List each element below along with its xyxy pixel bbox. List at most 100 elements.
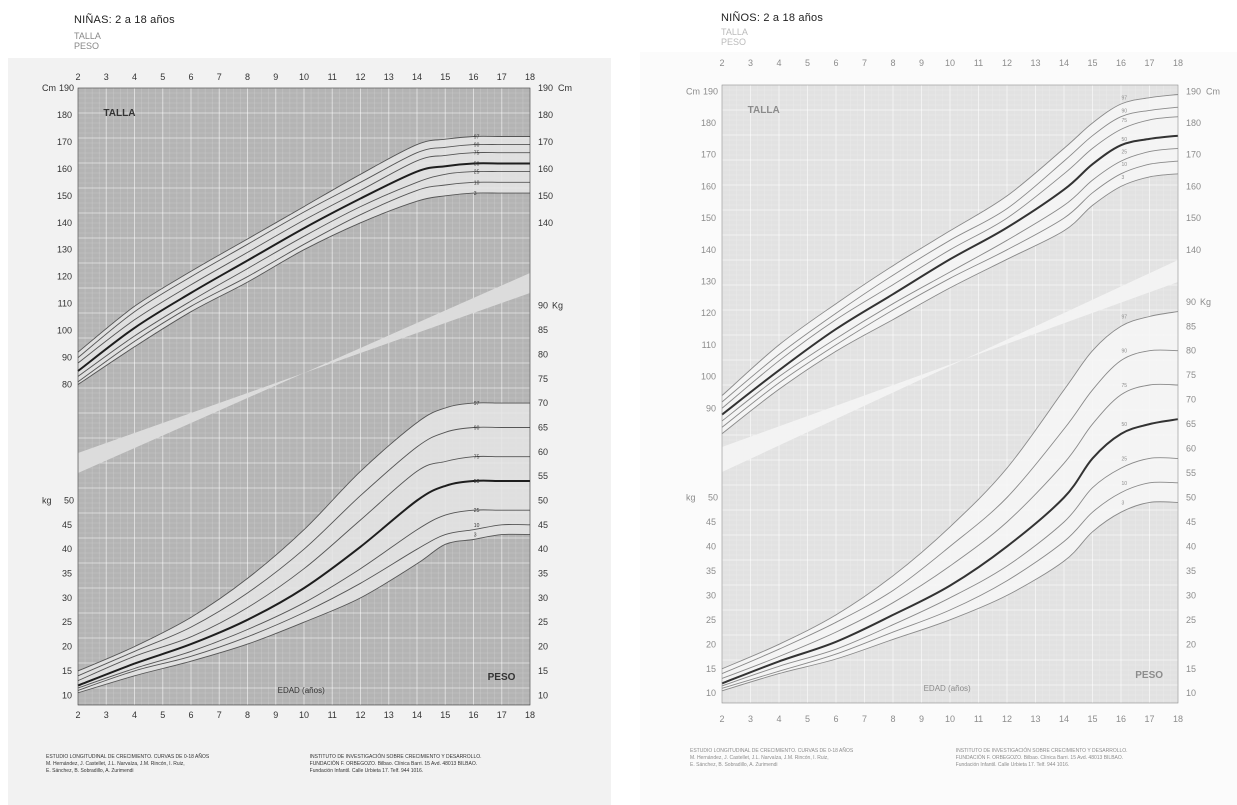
boys-height-p3-line — [721, 173, 1179, 435]
boys-weight-p75-label: 75 — [1122, 383, 1128, 389]
boys-xtick-top-2: 2 — [719, 58, 724, 68]
girls-frame — [77, 87, 531, 706]
girls-weight-tick-left-40: 40 — [62, 544, 72, 554]
boys-xtick-bottom-2: 2 — [719, 714, 724, 724]
girls-xtick-top-12: 12 — [355, 72, 365, 82]
girls-height-tick-right-150: 150 — [538, 191, 553, 201]
boys-xtick-bottom-13: 13 — [1030, 714, 1040, 724]
boys-weight-p90-label: 90 — [1122, 349, 1128, 355]
boys-weight-tick-right-65: 65 — [1186, 419, 1196, 429]
girls-footer-left-1: M. Hernández, J. Castellet, J.L. Narvaíz… — [46, 761, 185, 767]
boys-height-band — [722, 94, 1178, 434]
boys-height-tick-left-120: 120 — [701, 308, 716, 318]
girls-weight-p50-line — [77, 479, 530, 687]
boys-height-curves: 97 90 75 50 25 10 3 — [721, 94, 1179, 435]
boys-height-tick-right-160: 160 — [1186, 181, 1201, 191]
boys-weight-tick-right-20: 20 — [1186, 639, 1196, 649]
boys-height-unit-left: Cm — [686, 86, 700, 96]
boys-xtick-top-9: 9 — [919, 58, 924, 68]
boys-xtick-top-18: 18 — [1173, 58, 1183, 68]
boys-weight-p97-label: 97 — [1122, 315, 1128, 321]
boys-weight-tick-right-90: 90 — [1186, 297, 1196, 307]
girls-weight-tick-left-25: 25 — [62, 617, 72, 627]
girls-weight-p97-label: 97 — [474, 401, 480, 407]
boys-frame — [721, 84, 1179, 704]
boys-weight-unit-left: kg — [686, 493, 696, 503]
boys-height-p90-label: 90 — [1122, 108, 1128, 114]
girls-height-p90-line — [77, 143, 530, 358]
girls-height-tick-left-120: 120 — [57, 272, 72, 282]
boys-weight-p75-line — [721, 383, 1179, 679]
boys-height-tick-right-140: 140 — [1186, 245, 1201, 255]
boys-xtick-top-15: 15 — [1087, 58, 1097, 68]
subtitle-peso-boys: PESO — [721, 37, 747, 47]
girls-height-p50-line — [77, 162, 530, 372]
boys-height-tick-right-150: 150 — [1186, 213, 1201, 223]
girls-weight-tick-left-10: 10 — [62, 690, 72, 700]
girls-xtick-bottom-18: 18 — [525, 710, 535, 720]
girls-xtick-top-4: 4 — [132, 72, 137, 82]
girls-weight-tick-right-40: 40 — [538, 544, 548, 554]
boys-xtick-bottom-3: 3 — [748, 714, 753, 724]
boys-height-tick-right-180: 180 — [1186, 118, 1201, 128]
boys-height-tick-left-140: 140 — [701, 245, 716, 255]
chart-title-boys: NIÑOS: 2 a 18 años — [721, 12, 824, 24]
growth-chart-girls: 9790755025103979075502510322334455667788… — [8, 58, 611, 805]
boys-weight-tick-right-10: 10 — [1186, 688, 1196, 698]
girls-xtick-top-2: 2 — [75, 72, 80, 82]
girls-xtick-top-16: 16 — [468, 72, 478, 82]
boys-xtick-top-17: 17 — [1144, 58, 1154, 68]
boys-height-tick-left-180: 180 — [701, 118, 716, 128]
boys-xtick-top-4: 4 — [776, 58, 781, 68]
boys-weight-p50-line — [721, 418, 1179, 685]
boys-xtick-bottom-11: 11 — [974, 714, 983, 724]
girls-weight-tick-right-90: 90 — [538, 301, 548, 311]
girls-height-tick-left-130: 130 — [57, 245, 72, 255]
boys-weight-tick-left-35: 35 — [706, 566, 716, 576]
girls-height-p25-label: 25 — [474, 170, 480, 176]
girls-talla-label: TALLA — [103, 108, 135, 119]
girls-height-tick-left-110: 110 — [58, 299, 72, 309]
boys-weight-p10-label: 10 — [1122, 481, 1128, 487]
girls-weight-p90-label: 90 — [474, 426, 480, 432]
girls-height-p10-label: 10 — [474, 180, 480, 186]
girls-xtick-bottom-12: 12 — [355, 710, 365, 720]
boys-weight-tick-right-30: 30 — [1186, 590, 1196, 600]
boys-xtick-top-6: 6 — [833, 58, 838, 68]
boys-weight-tick-right-50: 50 — [1186, 493, 1196, 503]
girls-height-tick-right-160: 160 — [538, 164, 553, 174]
girls-peso-label: PESO — [488, 672, 516, 683]
boys-xtick-top-8: 8 — [890, 58, 895, 68]
girls-xtick-bottom-9: 9 — [273, 710, 278, 720]
boys-peso-label: PESO — [1135, 670, 1163, 681]
boys-separator-band — [722, 260, 1178, 472]
girls-weight-p10-line — [77, 523, 531, 691]
girls-xtick-bottom-16: 16 — [468, 710, 478, 720]
girls-weight-p25-label: 25 — [474, 508, 480, 514]
boys-xtick-bottom-7: 7 — [862, 714, 867, 724]
subtitle-peso-girls: PESO — [74, 41, 100, 51]
girls-height-tick-right-170: 170 — [538, 137, 553, 147]
girls-height-tick-right-180: 180 — [538, 110, 553, 120]
boys-xtick-bottom-8: 8 — [890, 714, 895, 724]
girls-weight-tick-right-60: 60 — [538, 447, 548, 457]
boys-xtick-top-7: 7 — [862, 58, 867, 68]
boys-weight-p25-line — [721, 457, 1179, 687]
girls-weight-p25-line — [77, 509, 530, 689]
boys-footer-left-0: ESTUDIO LONGITUDINAL DE CRECIMIENTO. CUR… — [690, 747, 854, 754]
boys-weight-tick-right-40: 40 — [1186, 541, 1196, 551]
boys-weight-tick-right-45: 45 — [1186, 517, 1196, 527]
girls-height-p90-label: 90 — [474, 143, 480, 149]
boys-weight-p90-line — [721, 349, 1179, 675]
boys-height-p75-line — [721, 116, 1179, 409]
boys-weight-tick-right-25: 25 — [1186, 615, 1196, 625]
girls-weight-tick-right-65: 65 — [538, 422, 548, 432]
boys-talla-label: TALLA — [748, 105, 780, 116]
boys-height-p50-line — [721, 134, 1179, 416]
boys-height-p90-line — [721, 106, 1179, 403]
boys-xtick-bottom-16: 16 — [1116, 714, 1126, 724]
girls-xtick-bottom-10: 10 — [299, 710, 309, 720]
girls-weight-unit-left: kg — [42, 496, 52, 506]
boys-weight-tick-left-15: 15 — [706, 664, 716, 674]
boys-xtick-top-12: 12 — [1002, 58, 1012, 68]
